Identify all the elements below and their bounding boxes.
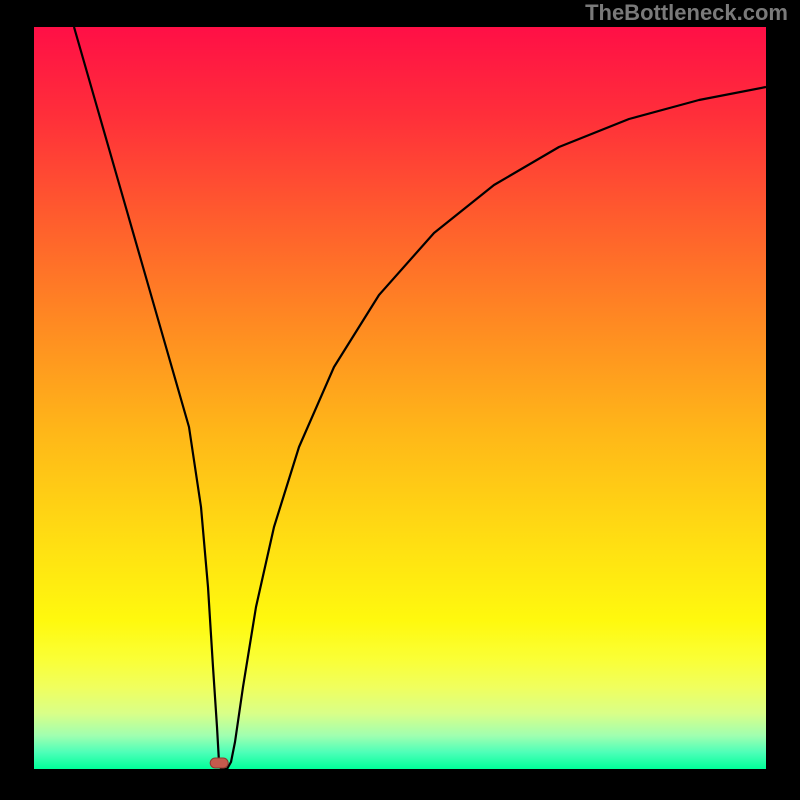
watermark-text: TheBottleneck.com xyxy=(585,0,788,26)
gradient-background xyxy=(34,27,766,769)
plot-area xyxy=(34,27,766,769)
plot-svg xyxy=(34,27,766,769)
optimal-point-marker xyxy=(210,758,228,768)
chart-container: TheBottleneck.com xyxy=(0,0,800,800)
